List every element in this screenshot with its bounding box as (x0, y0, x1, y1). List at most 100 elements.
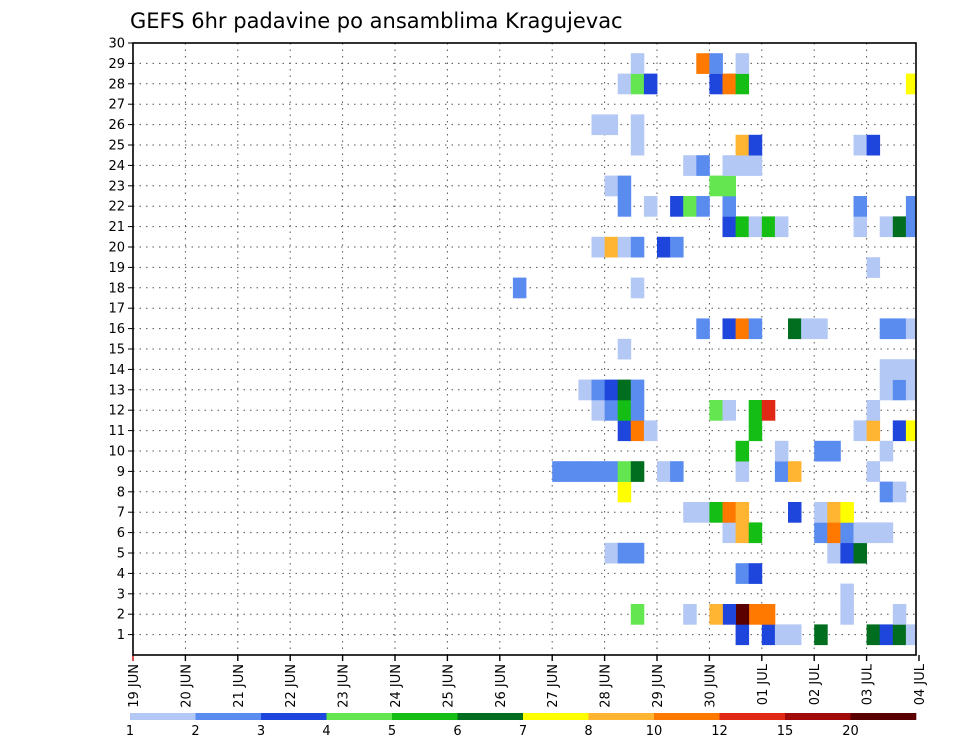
precip-cell (735, 624, 750, 646)
precip-cell (722, 400, 736, 421)
precip-cell (604, 542, 619, 564)
precip-cell (630, 604, 645, 625)
precip-cell (827, 440, 841, 462)
y-tick-label: 26 (108, 118, 125, 133)
precip-cell (696, 155, 710, 176)
precip-cell (814, 522, 828, 544)
legend-label: 12 (711, 724, 728, 739)
precip-cell (840, 583, 854, 605)
precip-cell (630, 461, 645, 482)
x-tick-label: 01 JUL (756, 663, 771, 705)
precip-cell (630, 400, 645, 421)
precip-cell (905, 359, 917, 380)
precip-cell (630, 53, 645, 74)
precip-cell (670, 196, 684, 217)
precip-cell (748, 318, 763, 340)
x-tick-label: 20 JUN (179, 664, 194, 708)
precip-cell (617, 400, 632, 421)
precip-cell (905, 73, 917, 95)
precip-cell (709, 502, 723, 523)
y-axis-ticks: 1234567891011121314151617181920212223242… (108, 37, 133, 643)
y-tick-label: 8 (117, 485, 125, 500)
grid-lines (133, 42, 916, 655)
precipitation-cells (512, 53, 917, 646)
x-tick-label: 23 JUN (337, 664, 352, 708)
precip-cell (905, 420, 917, 442)
precip-cell (879, 216, 894, 238)
precip-cell (892, 318, 907, 340)
precip-cell (683, 196, 697, 217)
precip-cell (879, 318, 894, 340)
y-tick-label: 5 (117, 547, 125, 562)
precip-cell (604, 236, 619, 258)
precip-cell (905, 318, 917, 340)
y-tick-label: 19 (108, 261, 125, 276)
precip-cell (565, 461, 579, 482)
y-tick-label: 21 (108, 220, 125, 235)
color-legend: 1 2 3 4 5 6 7 8 10 12 15 20 (126, 713, 917, 739)
legend-swatch (392, 713, 458, 720)
precip-cell (905, 216, 917, 238)
precip-cell (774, 440, 789, 462)
precip-cell (591, 461, 605, 482)
precip-cell (617, 175, 632, 197)
precip-cell (814, 624, 828, 646)
precip-cell (774, 624, 789, 646)
precip-cell (630, 277, 645, 299)
y-tick-label: 18 (108, 281, 125, 296)
precip-cell (866, 420, 881, 442)
y-tick-label: 24 (108, 159, 125, 174)
precip-cell (630, 542, 645, 564)
x-tick-label: 25 JUN (441, 664, 456, 708)
precip-cell (722, 522, 736, 544)
precip-cell (617, 420, 632, 442)
y-tick-label: 29 (108, 57, 125, 72)
y-tick-label: 20 (108, 241, 125, 256)
precip-cell (512, 277, 527, 299)
precip-cell (748, 155, 763, 176)
precip-cell (617, 196, 632, 217)
precip-cell (774, 216, 789, 238)
legend-swatch (719, 713, 786, 720)
precip-cell (617, 379, 632, 401)
y-tick-label: 4 (117, 567, 125, 582)
precip-cell (643, 73, 658, 95)
precip-cell (630, 134, 645, 156)
x-tick-label: 30 JUN (703, 664, 718, 708)
precip-cell (578, 379, 592, 401)
precip-cell (748, 563, 763, 584)
precip-cell (827, 502, 841, 523)
precip-cell (853, 542, 867, 564)
precip-cell (761, 400, 776, 421)
precip-cell (827, 542, 841, 564)
legend-swatch (654, 713, 720, 720)
x-tick-label: 19 JUN (127, 664, 142, 708)
precip-cell (853, 420, 867, 442)
precip-cell (657, 461, 671, 482)
legend-label: 6 (453, 724, 461, 739)
x-tick-label: 03 JUL (861, 663, 876, 705)
precip-cell (866, 134, 881, 156)
legend-label: 4 (322, 724, 330, 739)
x-tick-label: 02 JUL (808, 663, 823, 705)
legend-label: 5 (388, 724, 396, 739)
legend-label: 7 (519, 724, 527, 739)
legend-label: 2 (191, 724, 199, 739)
precip-cell (683, 502, 697, 523)
precip-cell (879, 379, 894, 401)
precip-cell (617, 542, 632, 564)
precip-cell (591, 236, 605, 258)
precip-cell (630, 236, 645, 258)
plot-area-frame (132, 42, 917, 656)
legend-label: 8 (584, 724, 592, 739)
precip-cell (604, 461, 619, 482)
y-tick-label: 13 (108, 383, 125, 398)
precip-cell (814, 440, 828, 462)
precip-cell (866, 257, 881, 278)
precip-cell (722, 196, 736, 217)
y-tick-label: 11 (108, 424, 125, 439)
precip-cell (604, 379, 619, 401)
precip-cell (657, 236, 671, 258)
legend-swatch (195, 713, 262, 720)
precip-cell (892, 604, 907, 625)
